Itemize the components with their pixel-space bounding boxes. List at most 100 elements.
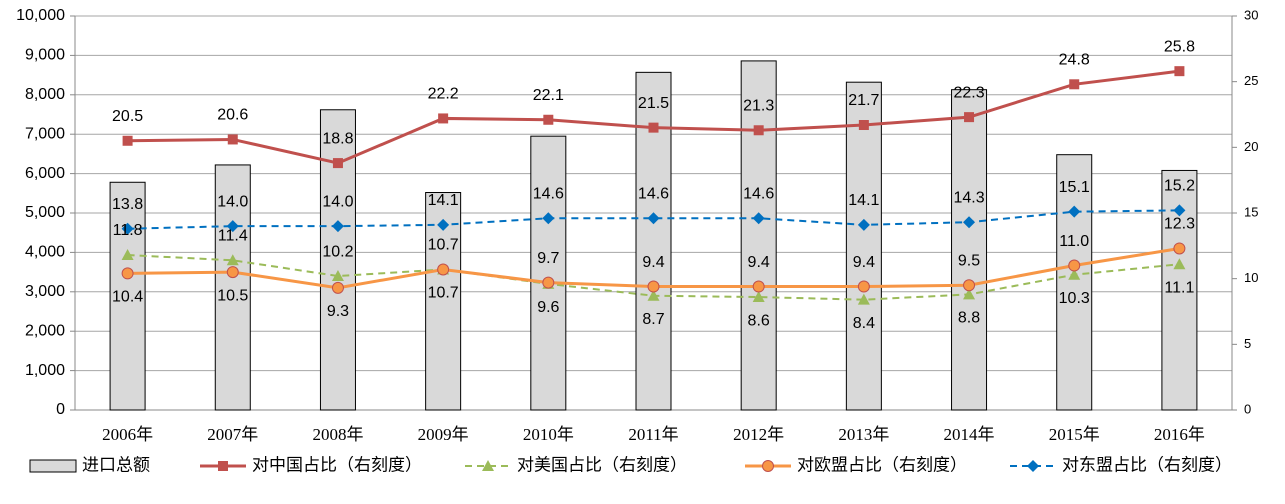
data-label: 11.1: [1164, 279, 1194, 296]
data-label: 21.3: [743, 97, 774, 114]
marker: [752, 291, 765, 303]
x-tick-label: 2007年: [207, 425, 258, 444]
data-label: 14.0: [322, 193, 353, 210]
data-label: 25.8: [1164, 38, 1195, 55]
bar: [740, 60, 777, 411]
y-tick-label: 6,000: [25, 165, 65, 182]
y-tick-label: 4,000: [25, 244, 65, 261]
y2-tick-label: 20: [1244, 139, 1258, 154]
x-tick-label: 2016年: [1154, 425, 1205, 444]
data-label: 10.2: [322, 243, 353, 260]
data-label: 13.8: [112, 196, 143, 213]
marker: [226, 254, 239, 266]
legend-marker: [762, 460, 774, 472]
data-label: 11.4: [218, 227, 248, 244]
x-tick-label: 2015年: [1049, 425, 1100, 444]
legend-label: 对欧盟占比（右刻度）: [797, 455, 967, 474]
data-label: 8.8: [958, 310, 980, 327]
legend-label: 对东盟占比（右刻度）: [1062, 455, 1232, 474]
x-tick-label: 2008年: [312, 425, 363, 444]
marker: [1174, 66, 1185, 77]
legend-marker: [1027, 460, 1039, 472]
data-label: 22.3: [953, 84, 984, 101]
data-label: 9.5: [958, 252, 980, 269]
data-label: 11.0: [1059, 233, 1089, 250]
x-tick-label: 2013年: [838, 425, 889, 444]
data-label: 12.3: [1164, 216, 1195, 233]
marker: [963, 216, 976, 229]
marker: [542, 212, 555, 225]
y2-tick-label: 10: [1244, 270, 1258, 285]
marker: [438, 113, 449, 124]
marker: [1068, 259, 1081, 272]
data-label: 9.6: [537, 299, 559, 316]
bar: [109, 181, 146, 411]
marker: [1069, 79, 1080, 90]
marker: [437, 263, 450, 276]
marker: [437, 218, 450, 231]
legend-marker: [482, 460, 494, 471]
data-label: 14.1: [428, 192, 459, 209]
data-label: 9.3: [327, 303, 349, 320]
y-tick-label: 10,000: [16, 7, 65, 24]
data-label: 10.4: [112, 289, 143, 306]
data-label: 9.4: [642, 254, 664, 271]
bar: [214, 164, 251, 411]
data-label: 15.2: [1164, 178, 1195, 195]
data-label: 11.8: [113, 222, 143, 239]
marker: [752, 212, 765, 225]
marker: [331, 270, 344, 282]
x-tick-label: 2010年: [523, 425, 574, 444]
data-label: 8.4: [853, 315, 875, 332]
marker: [857, 280, 870, 293]
x-tick-label: 2011年: [628, 425, 678, 444]
y-tick-label: 9,000: [25, 47, 65, 64]
marker: [1173, 242, 1186, 255]
data-label: 22.1: [533, 87, 564, 104]
data-label: 14.6: [638, 185, 669, 202]
bar: [1056, 154, 1093, 411]
marker: [647, 289, 660, 301]
marker: [331, 281, 344, 294]
marker: [542, 276, 555, 289]
y2-tick-label: 5: [1244, 336, 1251, 351]
marker: [227, 134, 238, 145]
marker: [648, 122, 659, 133]
marker: [121, 249, 134, 261]
x-tick-label: 2014年: [944, 425, 995, 444]
y-tick-label: 3,000: [25, 283, 65, 300]
y2-tick-label: 25: [1244, 73, 1258, 88]
marker: [857, 293, 870, 305]
data-label: 9.7: [537, 250, 559, 267]
data-label: 10.3: [1059, 290, 1090, 307]
data-label: 20.6: [217, 107, 248, 124]
marker: [331, 220, 344, 233]
y-tick-label: 5,000: [25, 204, 65, 221]
y-tick-label: 1,000: [25, 362, 65, 379]
data-label: 10.7: [428, 285, 459, 302]
data-label: 10.5: [217, 287, 248, 304]
data-label: 20.5: [112, 108, 143, 125]
marker: [858, 120, 869, 131]
legend-label: 进口总额: [82, 455, 150, 474]
data-label: 14.0: [217, 193, 248, 210]
data-label: 22.2: [428, 86, 459, 103]
marker: [226, 266, 239, 279]
marker: [121, 267, 134, 280]
marker: [122, 135, 133, 146]
marker: [647, 212, 660, 225]
bar: [845, 81, 882, 411]
legend-label: 对中国占比（右刻度）: [252, 455, 422, 474]
data-label: 10.7: [428, 237, 459, 254]
y2-tick-label: 30: [1244, 7, 1258, 22]
marker: [964, 112, 975, 123]
marker: [1173, 258, 1186, 270]
data-label: 8.7: [642, 311, 664, 328]
marker: [1068, 205, 1081, 218]
data-label: 24.8: [1059, 52, 1090, 69]
bar: [951, 89, 988, 411]
data-label: 9.4: [748, 254, 770, 271]
x-tick-label: 2009年: [418, 425, 469, 444]
data-label: 21.5: [638, 95, 669, 112]
